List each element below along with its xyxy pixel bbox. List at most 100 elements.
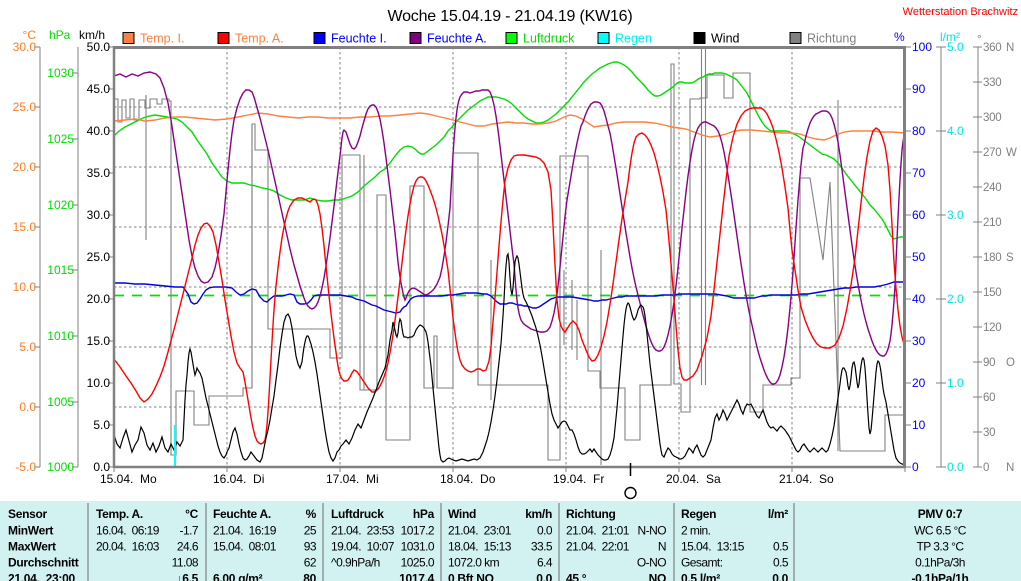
svg-text:21.04. 16:19: 21.04. 16:19: [213, 524, 277, 538]
svg-text:360: 360: [983, 42, 1001, 54]
svg-text:N: N: [1006, 462, 1014, 474]
svg-text:km/h: km/h: [525, 507, 552, 521]
svg-text:Feuchte A.: Feuchte A.: [213, 507, 271, 521]
svg-text:Gesamt:: Gesamt:: [681, 556, 723, 570]
svg-text:Wind: Wind: [711, 32, 740, 46]
svg-text:18.04. Do: 18.04. Do: [440, 472, 496, 486]
svg-text:N: N: [658, 540, 666, 554]
svg-text:°C: °C: [23, 28, 37, 42]
svg-text:21.04. 23:00: 21.04. 23:00: [8, 572, 75, 581]
svg-text:210: 210: [983, 217, 1001, 229]
svg-text:°C: °C: [185, 507, 198, 521]
svg-text:180: 180: [983, 252, 1001, 264]
svg-text:5.0: 5.0: [19, 340, 36, 354]
svg-text:15.04. 13:15: 15.04. 13:15: [681, 540, 745, 554]
svg-text:%: %: [894, 30, 905, 44]
svg-text:50: 50: [912, 250, 926, 264]
svg-text:17.04. Mi: 17.04. Mi: [326, 472, 379, 486]
svg-text:16.04. Di: 16.04. Di: [213, 472, 264, 486]
svg-text:0.0: 0.0: [772, 572, 788, 581]
svg-text:150: 150: [983, 287, 1001, 299]
svg-text:^0.9hPa/h: ^0.9hPa/h: [331, 556, 380, 570]
svg-text:1.0: 1.0: [947, 376, 964, 390]
svg-text:62: 62: [304, 556, 317, 570]
svg-text:TP 3.3 °C: TP 3.3 °C: [917, 540, 965, 554]
svg-text:1017.4: 1017.4: [399, 572, 435, 581]
svg-text:Regen: Regen: [681, 507, 716, 521]
svg-text:3.0: 3.0: [947, 208, 964, 222]
svg-text:60: 60: [983, 392, 995, 404]
svg-text:0.1hPa/3h: 0.1hPa/3h: [915, 556, 965, 570]
svg-text:l/m²: l/m²: [768, 507, 788, 521]
svg-text:1025: 1025: [47, 132, 74, 146]
svg-text:25.0: 25.0: [87, 250, 111, 264]
svg-text:°: °: [977, 32, 982, 46]
svg-text:270: 270: [983, 147, 1001, 159]
svg-text:O-NO: O-NO: [637, 556, 666, 570]
svg-text:50.0: 50.0: [87, 40, 111, 54]
svg-text:6.00 g/m²: 6.00 g/m²: [213, 572, 263, 581]
svg-text:Sensor: Sensor: [8, 507, 48, 521]
svg-text:33.5: 33.5: [531, 540, 553, 554]
svg-text:19.04. 10:07: 19.04. 10:07: [331, 540, 395, 554]
svg-text:Durchschnitt: Durchschnitt: [8, 556, 79, 570]
svg-text:Temp. I.: Temp. I.: [140, 32, 184, 46]
svg-text:0: 0: [912, 460, 919, 474]
svg-text:1010: 1010: [47, 329, 74, 343]
svg-text:Woche 15.04.19 - 21.04.19 (KW1: Woche 15.04.19 - 21.04.19 (KW16): [387, 8, 632, 25]
svg-text:1020: 1020: [47, 198, 74, 212]
svg-text:-5.0: -5.0: [15, 460, 36, 474]
svg-text:-0.1hPa/1h: -0.1hPa/1h: [911, 572, 968, 581]
svg-text:Regen: Regen: [615, 32, 652, 46]
svg-text:45 °: 45 °: [566, 572, 587, 581]
svg-text:40: 40: [912, 292, 926, 306]
svg-text:-1.7: -1.7: [180, 524, 199, 538]
svg-text:PMV 0:7: PMV 0:7: [918, 507, 963, 521]
svg-text:1072.0 km: 1072.0 km: [448, 556, 500, 570]
svg-text:0.5: 0.5: [773, 556, 789, 570]
svg-text:24.6: 24.6: [177, 540, 199, 554]
svg-text:30.0: 30.0: [13, 40, 37, 54]
svg-text:20.0: 20.0: [87, 292, 111, 306]
svg-text:60: 60: [912, 208, 926, 222]
svg-text:0.0: 0.0: [19, 400, 36, 414]
svg-text:15.0: 15.0: [13, 220, 37, 234]
svg-text:20.04. 16:03: 20.04. 16:03: [96, 540, 160, 554]
svg-text:1030: 1030: [47, 66, 74, 80]
svg-text:25: 25: [304, 524, 317, 538]
svg-text:N-NO: N-NO: [638, 524, 667, 538]
svg-text:1031.0: 1031.0: [401, 540, 435, 554]
svg-text:330: 330: [983, 77, 1001, 89]
svg-text:10.0: 10.0: [87, 376, 111, 390]
svg-text:21.04. 22:01: 21.04. 22:01: [566, 540, 630, 554]
svg-text:21.04. 23:01: 21.04. 23:01: [448, 524, 512, 538]
svg-text:35.0: 35.0: [87, 166, 111, 180]
svg-text:S: S: [1006, 252, 1014, 264]
svg-text:Luftdruck: Luftdruck: [331, 507, 384, 521]
svg-text:15.04. Mo: 15.04. Mo: [100, 472, 157, 486]
svg-text:19.04. Fr: 19.04. Fr: [553, 472, 604, 486]
svg-text:hPa: hPa: [49, 28, 71, 42]
svg-text:240: 240: [983, 182, 1001, 194]
svg-text:0.0: 0.0: [537, 524, 553, 538]
svg-text:21.04. 23:53: 21.04. 23:53: [331, 524, 395, 538]
svg-text:1015: 1015: [47, 263, 74, 277]
svg-text:40.0: 40.0: [87, 124, 111, 138]
svg-text:6.4: 6.4: [537, 556, 553, 570]
svg-text:Temp. A.: Temp. A.: [235, 32, 284, 46]
svg-text:300: 300: [983, 112, 1001, 124]
svg-text:Feuchte I.: Feuchte I.: [331, 32, 387, 46]
svg-text:90: 90: [912, 82, 926, 96]
svg-text:21.04. 21:01: 21.04. 21:01: [566, 524, 630, 538]
svg-text:16.04. 06:19: 16.04. 06:19: [96, 524, 160, 538]
svg-text:18.04. 15:13: 18.04. 15:13: [448, 540, 512, 554]
svg-text:↓6.5: ↓6.5: [177, 572, 199, 581]
svg-text:Luftdruck: Luftdruck: [523, 32, 575, 46]
svg-text:Temp. A.: Temp. A.: [96, 507, 143, 521]
svg-text:Wind: Wind: [448, 507, 476, 521]
svg-text:1025.0: 1025.0: [401, 556, 435, 570]
svg-text:0.0: 0.0: [93, 460, 110, 474]
svg-text:NO: NO: [649, 572, 666, 581]
svg-text:Richtung: Richtung: [566, 507, 616, 521]
svg-text:10: 10: [912, 418, 926, 432]
